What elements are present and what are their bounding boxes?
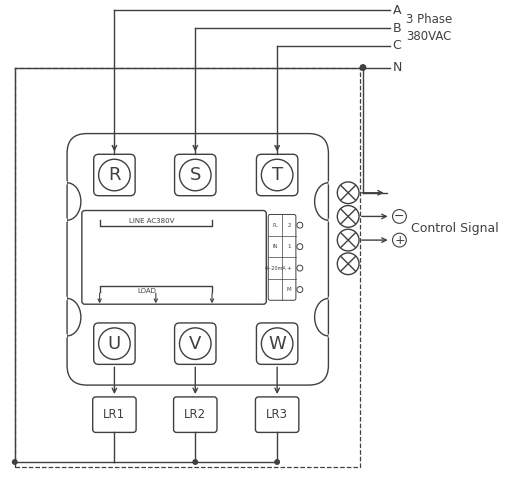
FancyBboxPatch shape — [93, 397, 136, 432]
Text: R: R — [108, 166, 121, 184]
Text: −: − — [394, 210, 405, 223]
Circle shape — [12, 459, 18, 465]
FancyBboxPatch shape — [82, 210, 266, 304]
Text: LR3: LR3 — [266, 408, 288, 421]
Circle shape — [337, 182, 359, 203]
Circle shape — [337, 253, 359, 275]
Text: W: W — [268, 335, 286, 353]
Text: 3 Phase: 3 Phase — [406, 13, 452, 26]
Text: C: C — [393, 39, 401, 52]
Text: U: U — [108, 335, 121, 353]
Circle shape — [192, 459, 198, 465]
Text: V: V — [189, 335, 201, 353]
Text: T: T — [271, 166, 283, 184]
Text: 1: 1 — [287, 244, 291, 249]
Circle shape — [179, 328, 211, 359]
FancyBboxPatch shape — [175, 154, 216, 196]
Circle shape — [297, 243, 303, 249]
Circle shape — [179, 159, 211, 191]
FancyBboxPatch shape — [268, 214, 296, 300]
Text: M: M — [287, 287, 291, 292]
Text: B: B — [393, 22, 401, 35]
FancyBboxPatch shape — [256, 154, 298, 196]
Circle shape — [262, 159, 293, 191]
FancyBboxPatch shape — [94, 323, 135, 364]
Circle shape — [297, 265, 303, 271]
Circle shape — [393, 233, 406, 247]
Text: IN: IN — [272, 244, 278, 249]
Circle shape — [274, 459, 280, 465]
Text: +: + — [287, 266, 291, 271]
Circle shape — [262, 328, 293, 359]
Circle shape — [393, 209, 406, 223]
Bar — [15, 68, 360, 467]
Circle shape — [99, 328, 130, 359]
Text: LINE AC380V: LINE AC380V — [129, 218, 175, 224]
Circle shape — [337, 229, 359, 251]
Circle shape — [297, 287, 303, 293]
Text: 2: 2 — [287, 222, 291, 227]
FancyBboxPatch shape — [174, 397, 217, 432]
Circle shape — [297, 222, 303, 228]
Text: LR2: LR2 — [184, 408, 206, 421]
FancyBboxPatch shape — [67, 134, 329, 385]
Text: A: A — [393, 4, 401, 17]
Text: Control Signal: Control Signal — [411, 222, 499, 235]
Text: +: + — [394, 233, 405, 246]
Text: LOAD: LOAD — [137, 289, 156, 295]
FancyBboxPatch shape — [94, 154, 135, 196]
Text: 380VAC: 380VAC — [406, 31, 452, 44]
Text: LR1: LR1 — [103, 408, 125, 421]
FancyBboxPatch shape — [175, 323, 216, 364]
Circle shape — [99, 159, 130, 191]
Circle shape — [359, 64, 367, 71]
FancyBboxPatch shape — [255, 397, 299, 432]
Text: 4~20mA: 4~20mA — [264, 266, 286, 271]
Text: PL: PL — [272, 222, 278, 227]
Text: S: S — [190, 166, 201, 184]
Text: N: N — [393, 61, 402, 74]
Circle shape — [337, 205, 359, 227]
FancyBboxPatch shape — [256, 323, 298, 364]
